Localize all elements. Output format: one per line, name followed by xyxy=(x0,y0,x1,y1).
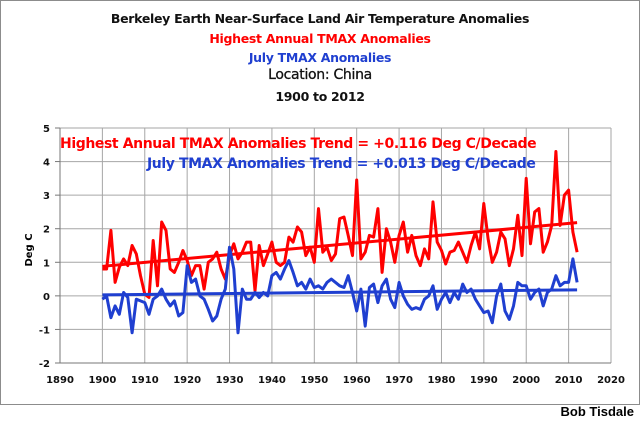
author-credit: Bob Tisdale xyxy=(560,404,634,419)
x-tick-label: 1900 xyxy=(88,375,116,386)
tick-labels: 1890 1900 1910 1920 1930 1940 1950 1960 1970 1980… xyxy=(39,124,625,386)
x-tick-label: 1970 xyxy=(385,375,413,386)
y-tick-label: -1 xyxy=(39,325,50,336)
series-line-highest-annual xyxy=(102,150,579,299)
x-tick-label: 1920 xyxy=(173,375,201,386)
trend-line-july xyxy=(102,288,578,297)
y-tick-label: 4 xyxy=(43,158,50,169)
x-tick-label: 1890 xyxy=(46,375,74,386)
trend-line-highest-annual xyxy=(102,221,578,268)
x-tick-label: 1990 xyxy=(470,375,498,386)
x-tick-label: 1950 xyxy=(300,375,328,386)
x-tick-label: 1930 xyxy=(216,375,244,386)
y-tick-label: 1 xyxy=(43,258,50,269)
x-tick-label: 2000 xyxy=(512,375,540,386)
trend-annotation-july: July TMAX Anomalies Trend = +0.013 Deg C… xyxy=(146,156,535,172)
x-tick-label: 1910 xyxy=(131,375,159,386)
x-tick-label: 2020 xyxy=(597,375,625,386)
x-tick-label: 1980 xyxy=(428,375,456,386)
subtitle-july: July TMAX Anomalies xyxy=(248,50,392,65)
subtitle-location: Location: China xyxy=(268,67,372,83)
trend-annotation-highest: Highest Annual TMAX Anomalies Trend = +0… xyxy=(60,136,536,152)
y-axis-label: Deg C xyxy=(24,233,35,266)
y-tick-label: 5 xyxy=(43,124,50,135)
grid xyxy=(60,127,612,363)
x-tick-label: 2010 xyxy=(555,375,583,386)
y-tick-label: 0 xyxy=(43,292,50,303)
series-layer xyxy=(101,150,579,335)
x-tick-label: 1940 xyxy=(258,375,286,386)
chart-title: Berkeley Earth Near-Surface Land Air Tem… xyxy=(110,11,530,26)
subtitle-period: 1900 to 2012 xyxy=(275,89,365,104)
subtitle-highest-annual: Highest Annual TMAX Anomalies xyxy=(209,31,431,46)
axes xyxy=(55,127,611,364)
x-tick-label: 1960 xyxy=(343,375,371,386)
y-tick-label: -2 xyxy=(39,359,50,370)
y-tick-label: 2 xyxy=(43,225,50,236)
y-tick-label: 3 xyxy=(43,191,50,202)
